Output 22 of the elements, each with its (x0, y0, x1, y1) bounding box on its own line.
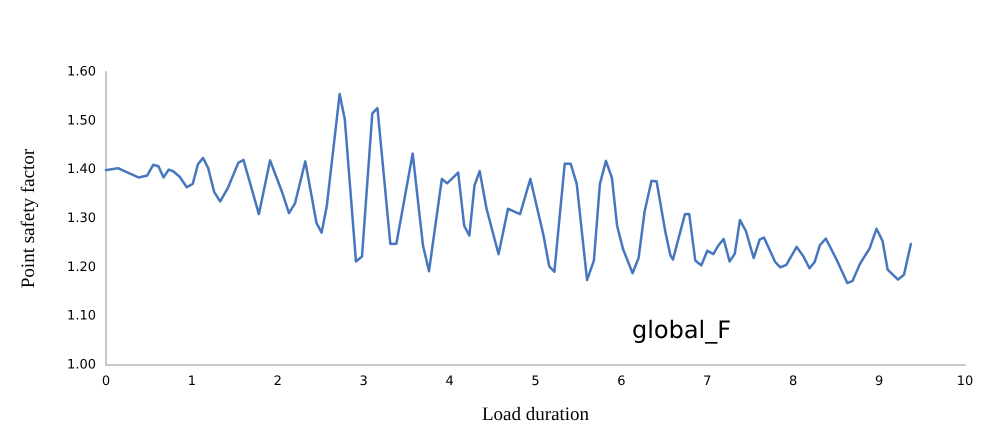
x-tick-label: 5 (531, 374, 540, 389)
x-tick-label: 1 (188, 374, 196, 389)
line-series (104, 92, 912, 284)
y-tick-label: 1.10 (67, 308, 96, 324)
x-tick-label: 3 (360, 374, 368, 389)
y-axis-title: Point safety factor (18, 148, 39, 288)
x-tick-label: 9 (874, 374, 884, 389)
y-tick-label: 1.30 (67, 211, 96, 226)
y-tick-label: 1.20 (67, 260, 96, 275)
y-tick-label: 1.40 (67, 162, 96, 178)
x-axis-title: Load duration (482, 404, 590, 425)
x-tick-label: 4 (445, 374, 454, 389)
y-tick-label: 1.00 (67, 358, 96, 372)
x-tick-label: 8 (789, 374, 798, 389)
annotation: global_F (632, 316, 731, 344)
x-tick-label: 6 (617, 374, 626, 389)
x-tick-label: 7 (703, 374, 712, 389)
y-tick-label: 1.50 (67, 113, 96, 128)
x-tick-label: 2 (274, 374, 282, 389)
y-tick-label: 1.60 (67, 64, 96, 80)
x-tick-label: 0 (102, 374, 110, 389)
x-tick-label: 10 (956, 374, 974, 389)
